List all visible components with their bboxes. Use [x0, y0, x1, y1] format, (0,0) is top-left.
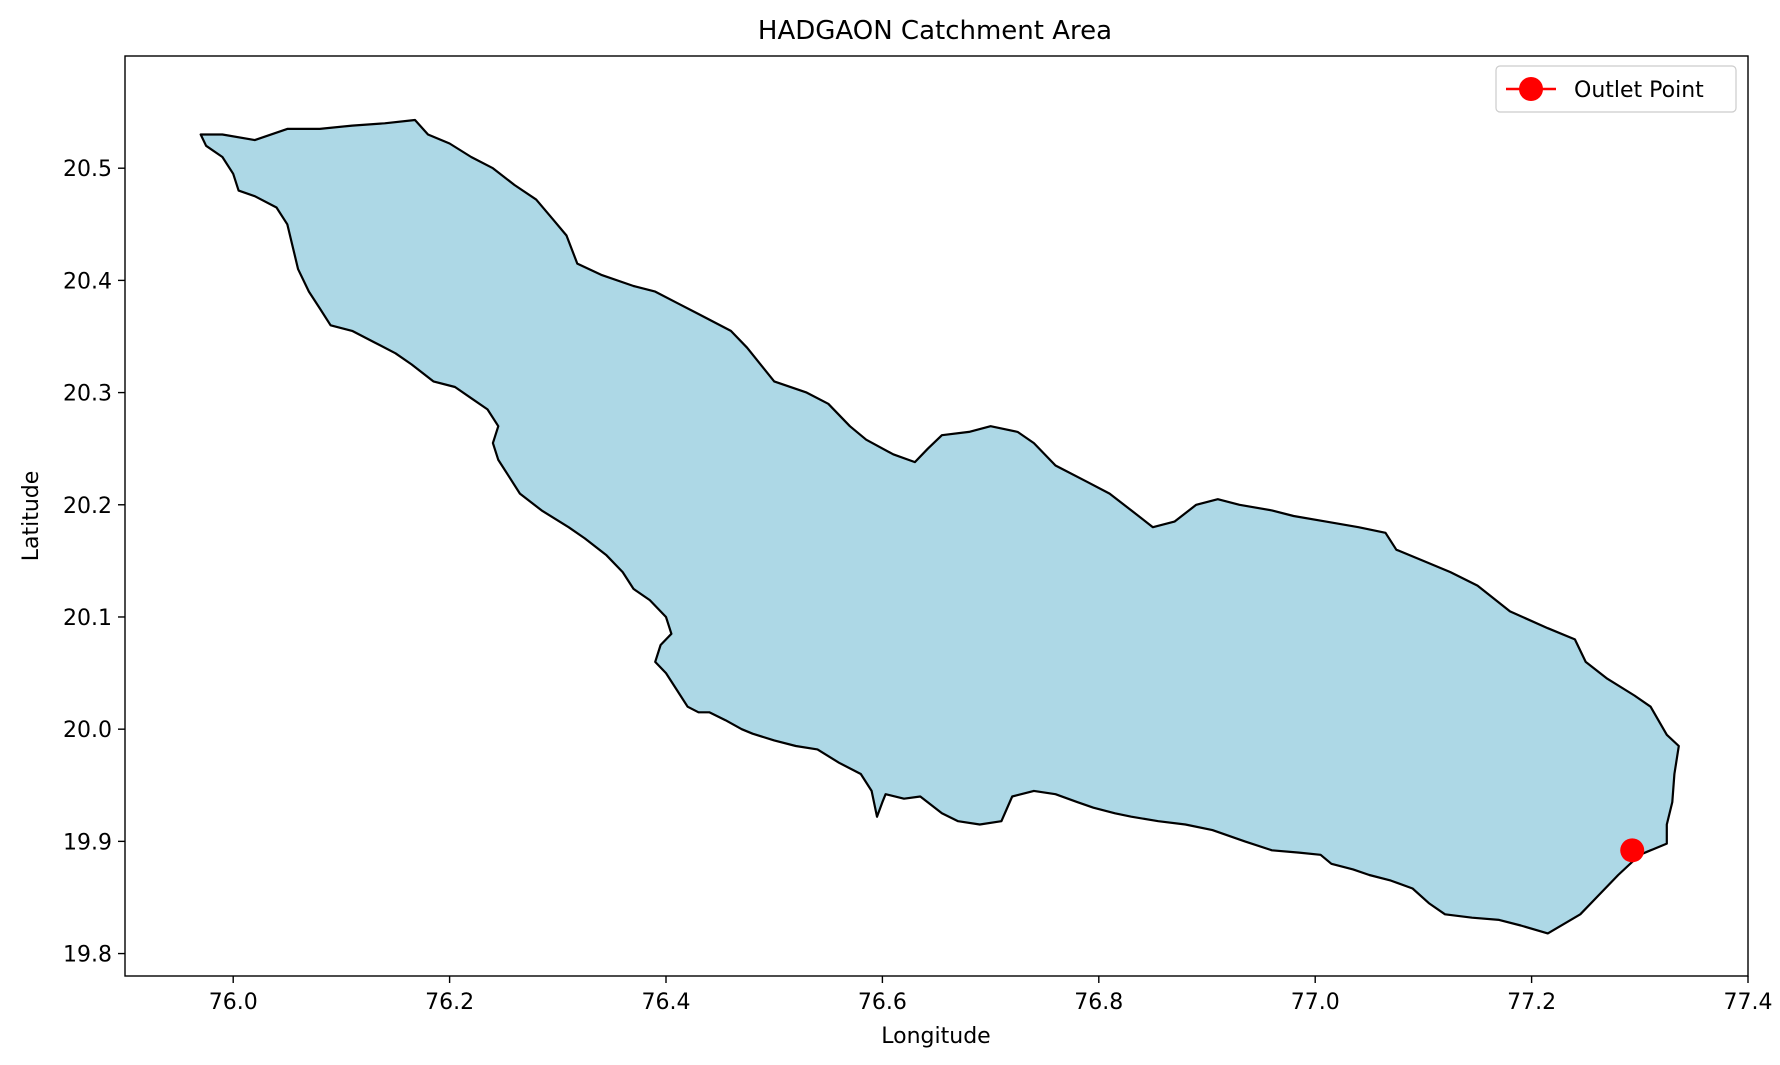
y-tick-label: 20.0 [63, 718, 112, 743]
x-tick-label: 77.0 [1291, 990, 1340, 1015]
y-tick-label: 19.8 [63, 943, 112, 968]
legend-marker [1519, 77, 1543, 101]
y-tick-label: 20.2 [63, 494, 112, 519]
x-tick-label: 76.2 [425, 990, 474, 1015]
y-tick-label: 20.3 [63, 382, 112, 407]
legend-box [1495, 65, 1737, 113]
plot-area [199, 118, 1680, 935]
x-tick-label: 76.4 [642, 990, 691, 1015]
outlet-point [1620, 838, 1645, 863]
x-tick-label: 76.8 [1074, 990, 1123, 1015]
y-tick-label: 20.5 [63, 157, 112, 182]
axes-frame [124, 55, 1749, 977]
x-tick-label: 77.2 [1507, 990, 1556, 1015]
legend: Outlet Point [1495, 65, 1737, 113]
catchment-polygon [199, 118, 1680, 935]
x-axis: 76.0 76.2 76.4 76.6 76.8 77.0 77.2 77.4 [209, 976, 1773, 1015]
outlet-point-marker [1620, 838, 1645, 863]
y-axis: 19.8 19.9 20.0 20.1 20.2 20.3 20.4 20.5 [63, 157, 125, 968]
x-tick-label: 76.0 [209, 990, 258, 1015]
x-axis-label: Longitude [881, 1024, 990, 1049]
y-tick-label: 20.4 [63, 269, 112, 294]
x-tick-label: 77.4 [1724, 990, 1773, 1015]
chart-title: HADGAON Catchment Area [758, 16, 1112, 46]
legend-label-outlet-point: Outlet Point [1574, 78, 1704, 103]
y-tick-label: 20.1 [63, 606, 112, 631]
y-axis-label: Latitude [19, 471, 44, 562]
x-tick-label: 76.6 [858, 990, 907, 1015]
y-tick-label: 19.9 [63, 830, 112, 855]
